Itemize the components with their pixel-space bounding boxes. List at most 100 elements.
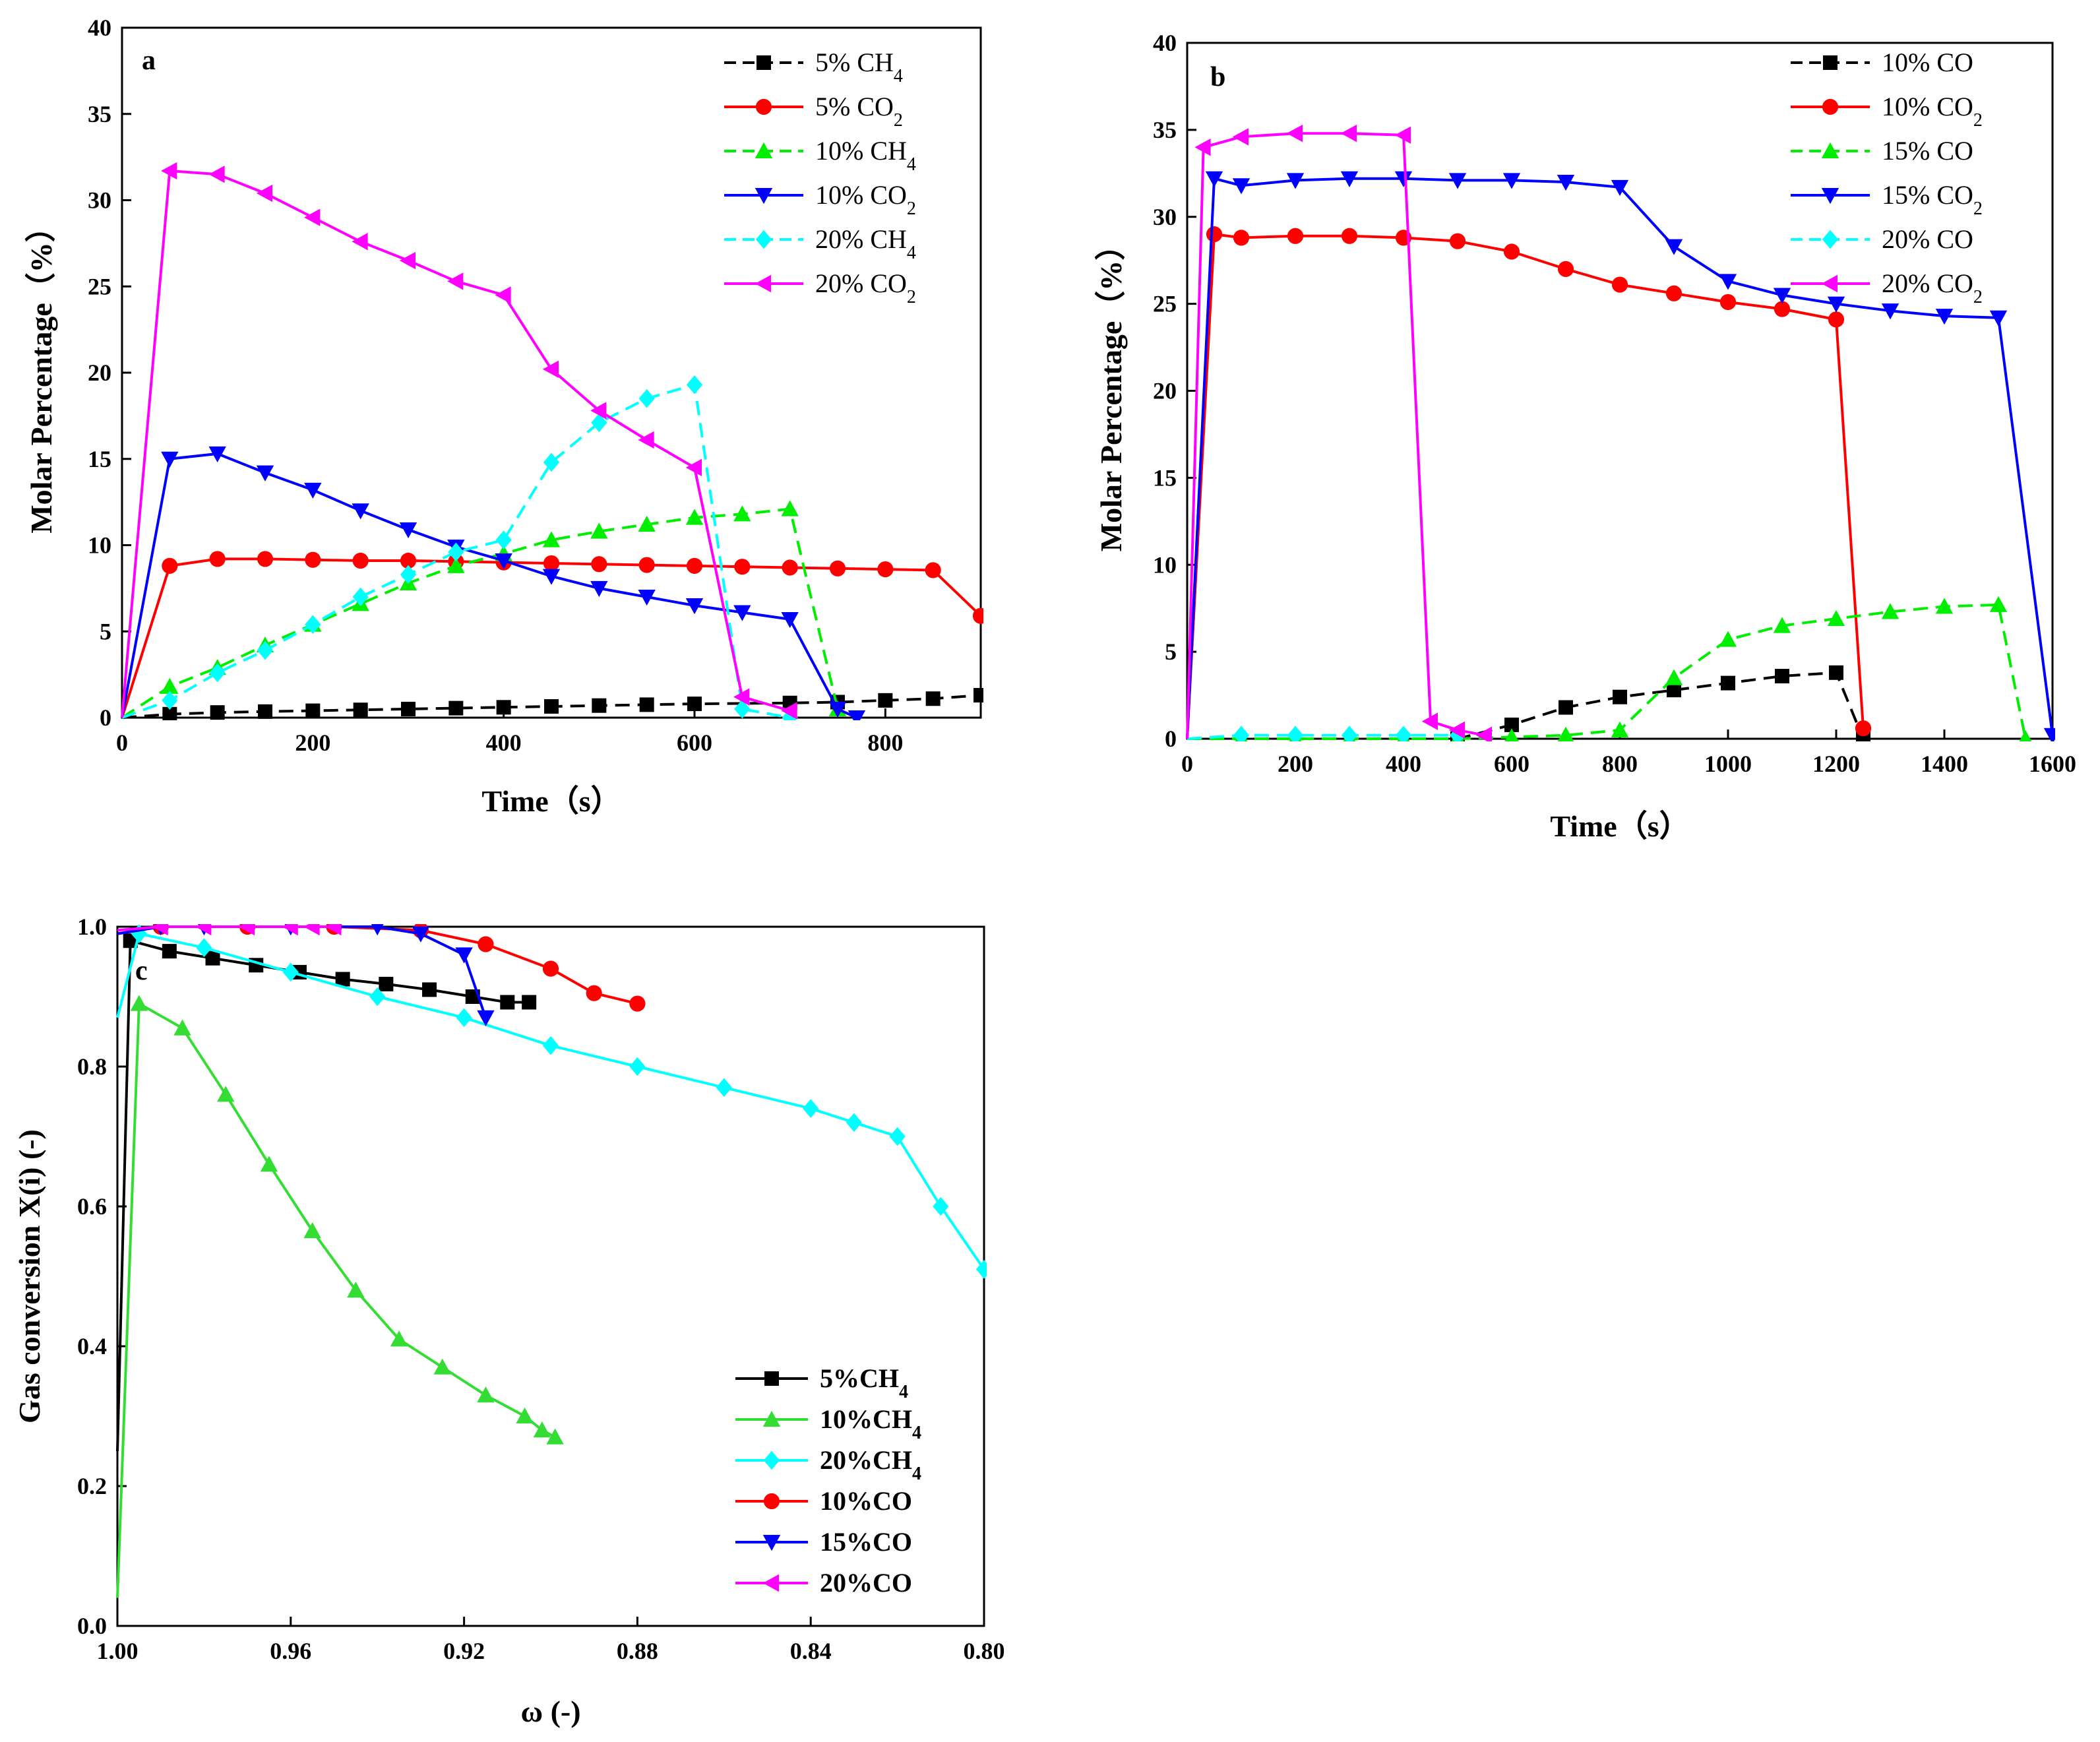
data-point	[781, 611, 799, 629]
y-tick-label: 25	[88, 273, 111, 299]
data-point	[162, 691, 178, 710]
data-point	[1394, 126, 1411, 144]
legend-marker	[755, 98, 772, 115]
data-point	[2019, 730, 2032, 741]
data-point	[477, 1010, 495, 1026]
data-point	[546, 1428, 564, 1445]
y-tick-label: 0	[1165, 726, 1177, 752]
y-tick-label: 15	[1153, 464, 1177, 491]
legend-marker	[762, 1574, 779, 1592]
data-point	[195, 924, 212, 936]
series-group	[121, 162, 983, 720]
data-point	[1773, 617, 1791, 633]
data-point	[282, 962, 299, 982]
series-line	[121, 383, 791, 719]
data-point	[455, 947, 473, 964]
y-tick-label: 10	[1153, 551, 1177, 578]
legend-marker	[1823, 55, 1838, 70]
data-point	[1194, 139, 1211, 156]
data-point	[399, 522, 417, 539]
data-point	[478, 936, 494, 952]
data-point	[1719, 631, 1737, 647]
data-point	[733, 688, 750, 706]
data-point	[1395, 726, 1412, 741]
legend-marker	[755, 274, 771, 293]
x-tick-label: 200	[295, 730, 330, 756]
data-point	[591, 413, 607, 433]
series-line	[1186, 132, 1485, 739]
data-point	[1557, 261, 1574, 277]
legend-label: 10%CH4	[820, 1404, 921, 1443]
data-point	[925, 562, 941, 578]
data-point	[379, 976, 394, 991]
data-point	[1503, 243, 1520, 260]
data-point	[542, 531, 561, 547]
data-point	[1827, 609, 1845, 627]
data-point	[781, 500, 799, 516]
data-point	[542, 960, 559, 977]
data-point	[161, 677, 179, 694]
data-point	[685, 458, 702, 477]
y-tick-label: 30	[1153, 204, 1177, 230]
data-point	[590, 580, 608, 598]
data-point	[975, 1260, 987, 1279]
legend-marker	[764, 1371, 779, 1386]
x-tick-label: 1600	[2029, 751, 2076, 777]
data-point	[161, 162, 177, 180]
series-line	[121, 170, 791, 718]
legend-label: 5%CH4	[820, 1363, 908, 1402]
data-point	[1232, 178, 1251, 195]
data-point	[533, 1421, 551, 1438]
data-point	[782, 559, 798, 576]
data-point	[543, 555, 560, 572]
data-point	[447, 272, 464, 290]
x-axis-title: ω (-)	[520, 1695, 580, 1728]
data-point	[543, 452, 560, 472]
data-point	[1205, 171, 1223, 187]
data-point	[877, 561, 894, 578]
chart-panel-c: 1.00 0.96 0.92 0.88 0.84 0.80 0.0 0.2 0.4 0.6 0.8 1…	[13, 914, 1005, 1728]
data-point	[173, 1019, 191, 1036]
data-point	[1989, 596, 2008, 612]
data-point	[369, 987, 386, 1007]
panel-label: c	[135, 956, 148, 986]
legend-label: 15%CO	[820, 1527, 912, 1557]
data-point	[592, 698, 607, 713]
data-point	[1775, 669, 1789, 684]
data-point	[257, 551, 274, 567]
data-point	[399, 251, 416, 270]
legend-marker	[755, 142, 773, 158]
panel-label: a	[142, 46, 156, 76]
data-point	[972, 607, 983, 624]
data-point	[210, 705, 225, 720]
data-point	[878, 693, 893, 708]
legend-label: 10% CO2	[1882, 92, 1983, 131]
data-point	[1855, 720, 1872, 737]
legend-label: 15% CO	[1882, 136, 1973, 166]
chart-panel-b: 0 200 400 600 800 1000 1200 1400 1600 0 5 10 15 20 25 3…	[1094, 30, 2076, 843]
data-point	[256, 465, 274, 482]
data-point	[848, 710, 866, 720]
data-point	[1611, 179, 1629, 197]
data-point	[1557, 175, 1575, 191]
data-point	[196, 938, 212, 958]
series-line	[1187, 671, 1865, 740]
legend-marker	[1821, 274, 1838, 293]
data-point	[1719, 294, 1737, 311]
y-tick-label: 35	[88, 101, 111, 127]
x-axis-title: Time（s）	[481, 784, 621, 818]
x-tick-label: 0.80	[964, 1638, 1005, 1664]
data-point	[205, 950, 220, 966]
y-tick-label: 20	[1153, 378, 1177, 404]
data-point	[1286, 124, 1303, 142]
data-point	[1773, 288, 1791, 304]
data-point	[1665, 239, 1683, 255]
data-point	[591, 556, 607, 573]
data-point	[1881, 603, 1899, 619]
data-point	[542, 360, 559, 378]
legend-label: 20% CO	[1882, 224, 1973, 254]
data-point	[889, 1127, 906, 1146]
data-point	[686, 557, 703, 574]
data-point	[1421, 712, 1438, 730]
